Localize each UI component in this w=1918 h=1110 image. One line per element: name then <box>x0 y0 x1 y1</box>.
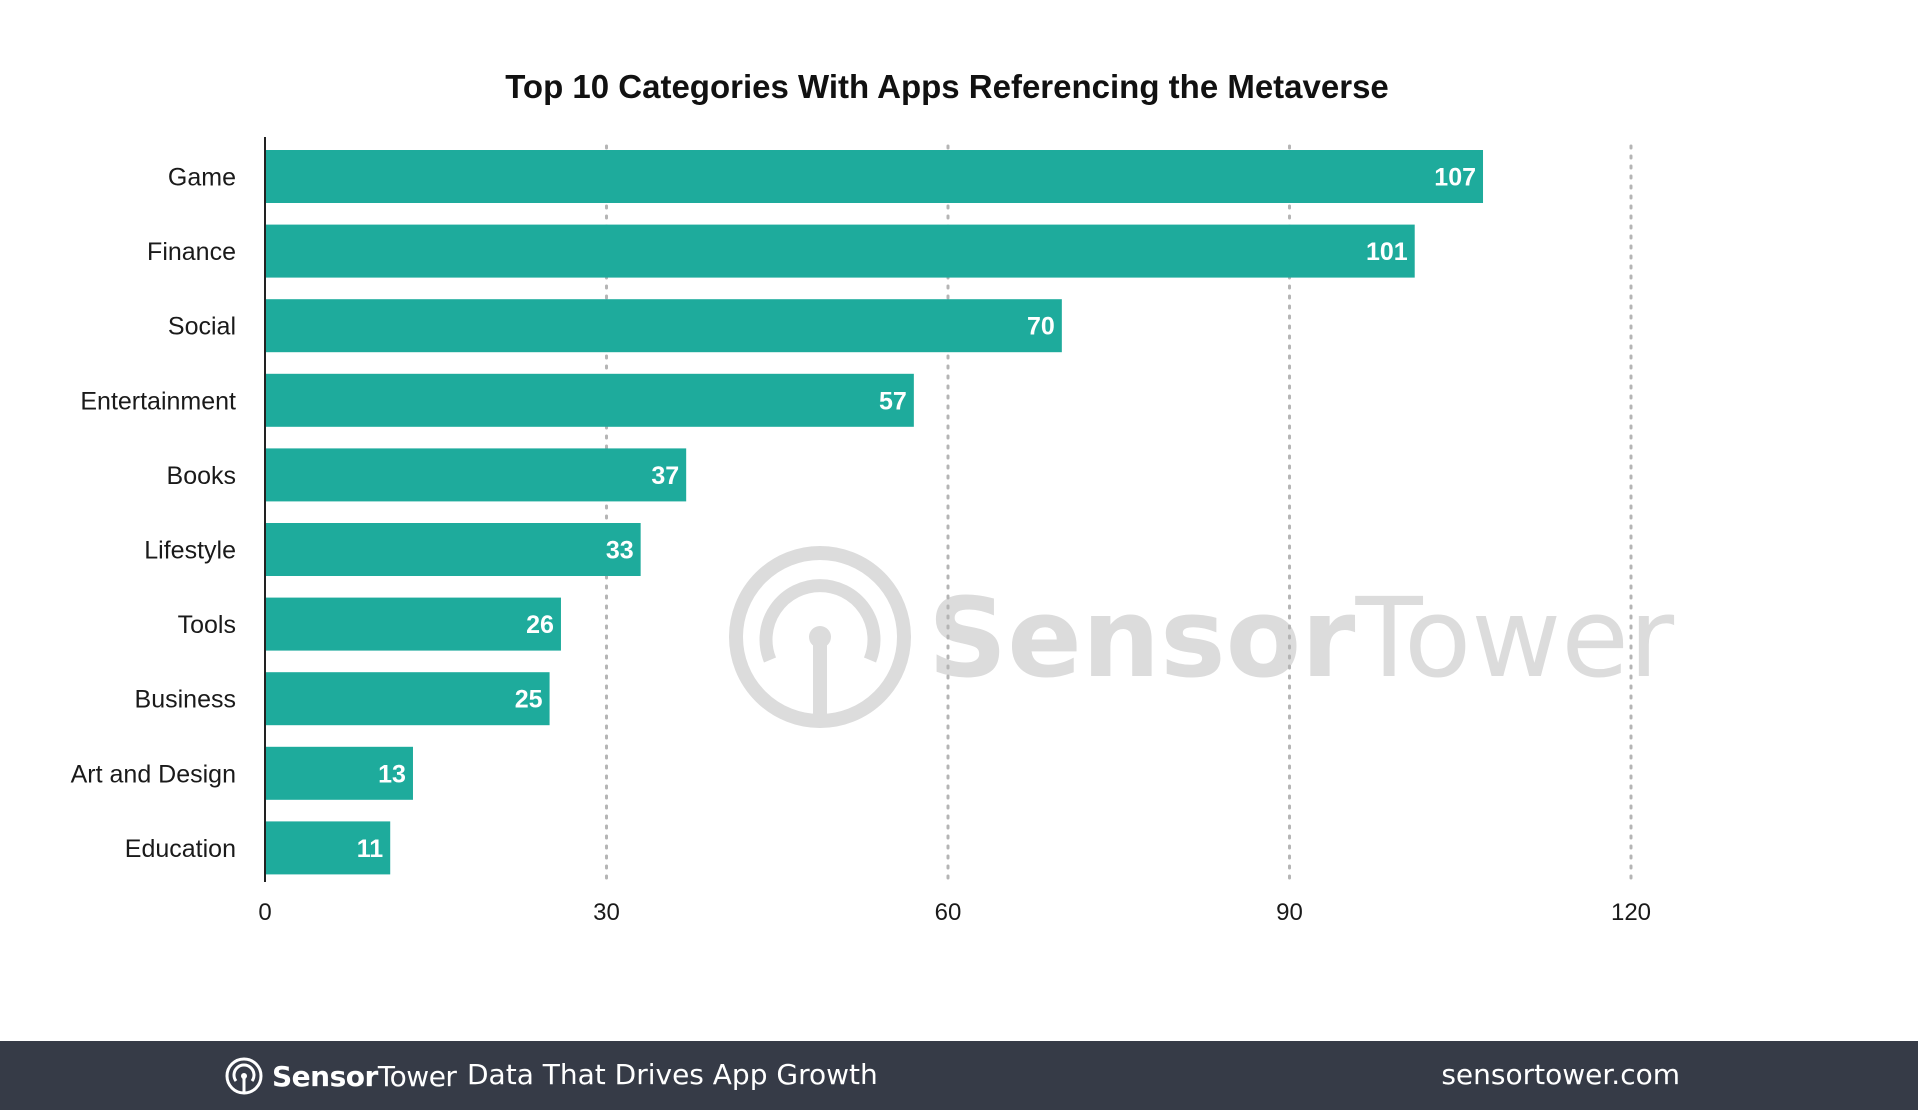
footer-url[interactable]: sensortower.com <box>1441 1058 1680 1091</box>
chart-title: Top 10 Categories With Apps Referencing … <box>505 68 1389 105</box>
category-label-game: Game <box>168 164 236 192</box>
x-tick-label-90: 90 <box>1276 899 1303 926</box>
sensortower-logo-icon <box>225 1057 263 1095</box>
bar-chart: SensorTower Game Finance Social Entertainme… <box>71 137 1675 926</box>
x-tick-label-60: 60 <box>935 899 962 926</box>
bar-education <box>265 821 391 875</box>
value-label-tools: 26 <box>526 611 554 639</box>
bar-tools <box>265 597 561 651</box>
category-label-social: Social <box>168 313 236 341</box>
footer-bar: SensorTower Data That Drives App Growth … <box>0 1041 1918 1110</box>
watermark: SensorTower <box>729 546 1675 728</box>
value-label-business: 25 <box>515 686 543 714</box>
bars <box>265 150 1484 875</box>
value-label-art-and-design: 13 <box>378 760 406 788</box>
footer-logo[interactable]: SensorTower <box>224 1054 457 1098</box>
value-label-education: 11 <box>357 835 384 863</box>
x-tick-label-120: 120 <box>1611 899 1651 926</box>
category-label-finance: Finance <box>147 238 236 266</box>
watermark-logo-icon <box>729 546 911 728</box>
value-label-entertainment: 57 <box>879 387 907 415</box>
bar-books <box>265 448 687 502</box>
bar-lifestyle <box>265 523 641 576</box>
value-label-social: 70 <box>1027 313 1055 341</box>
bar-finance <box>265 224 1415 278</box>
value-labels: 107 101 70 57 37 33 26 25 13 11 <box>357 164 1476 863</box>
footer-tagline: Data That Drives App Growth <box>467 1058 878 1091</box>
category-label-art-and-design: Art and Design <box>71 760 236 788</box>
footer-brand: SensorTower <box>272 1059 457 1093</box>
category-labels: Game Finance Social Entertainment Books Lifes… <box>71 164 236 863</box>
category-label-lifestyle: Lifestyle <box>144 537 236 565</box>
bar-art-and-design <box>265 746 413 800</box>
bar-game <box>265 150 1484 203</box>
value-label-lifestyle: 33 <box>606 537 634 565</box>
category-label-education: Education <box>125 835 236 863</box>
bar-entertainment <box>265 373 914 427</box>
x-tick-label-0: 0 <box>258 899 271 926</box>
bar-social <box>265 299 1062 353</box>
category-label-books: Books <box>167 462 236 490</box>
value-label-finance: 101 <box>1366 238 1408 266</box>
x-tick-label-30: 30 <box>593 899 620 926</box>
value-label-books: 37 <box>651 462 679 490</box>
value-label-game: 107 <box>1434 164 1476 192</box>
watermark-text: SensorTower <box>928 574 1675 702</box>
bar-business <box>265 672 550 726</box>
category-label-business: Business <box>135 686 236 714</box>
category-label-tools: Tools <box>178 611 236 639</box>
category-label-entertainment: Entertainment <box>80 387 236 415</box>
x-axis-ticks: 0 30 60 90 120 <box>258 899 1651 926</box>
